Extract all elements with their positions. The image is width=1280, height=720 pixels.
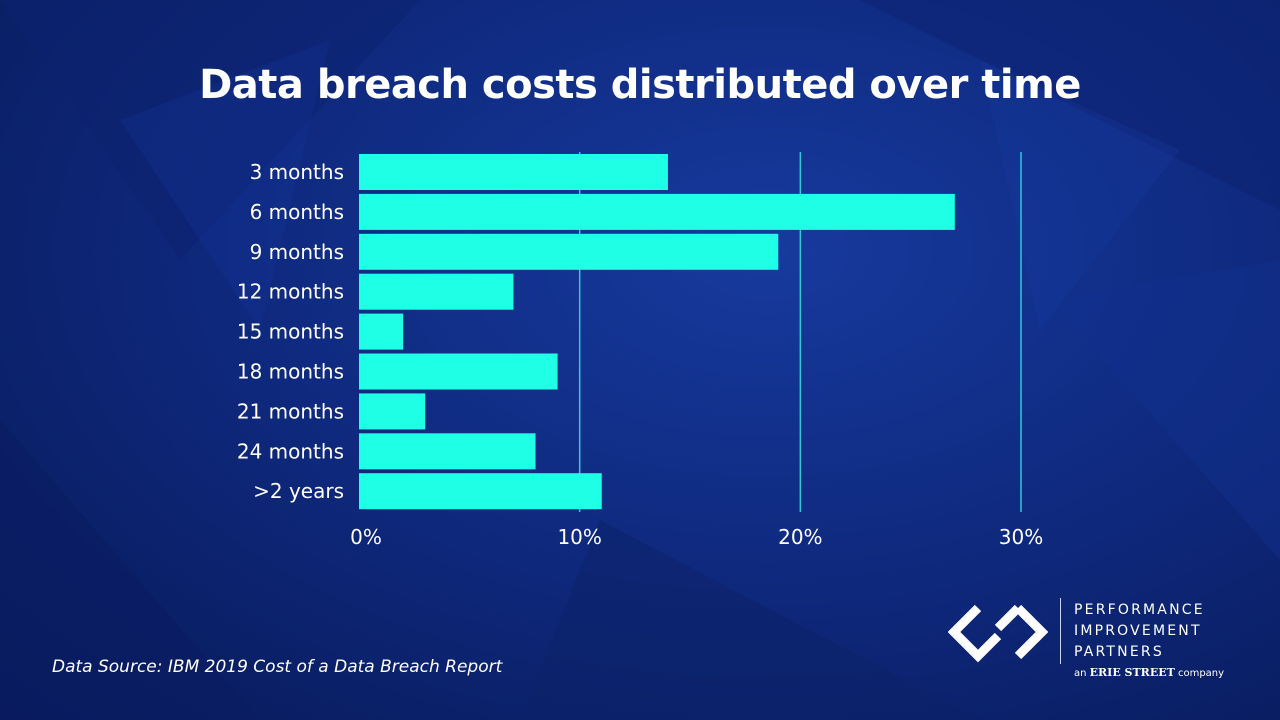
bar: [359, 233, 779, 270]
category-label: 9 months: [250, 240, 344, 264]
x-tick-labels: 0% 10% 20% 30%: [350, 525, 1043, 549]
x-tick-label: 10%: [557, 525, 601, 549]
category-label: 21 months: [237, 399, 344, 423]
data-source-note: Data Source: IBM 2019 Cost of a Data Bre…: [52, 657, 503, 677]
bar: [359, 313, 404, 350]
category-label: 3 months: [250, 160, 344, 184]
logo-tagline-brand: ERIE STREET: [1089, 666, 1175, 679]
bar: [359, 273, 514, 310]
logo-tagline-suffix: company: [1177, 668, 1225, 679]
x-tick-label: 0%: [350, 525, 382, 549]
logo-line-1: PERFORMANCE: [1074, 602, 1205, 618]
category-label: 6 months: [250, 200, 344, 224]
logo-mark-icon: [948, 604, 1048, 663]
category-label: >2 years: [253, 479, 344, 503]
logo-line-3: PARTNERS: [1074, 644, 1164, 660]
category-label: 24 months: [237, 439, 344, 463]
logo-line-2: IMPROVEMENT: [1074, 623, 1202, 639]
logo-tagline-prefix: an: [1074, 668, 1087, 679]
x-tick-label: 20%: [778, 525, 822, 549]
chart-title: Data breach costs distributed over time: [199, 62, 1081, 108]
category-label: 15 months: [237, 320, 344, 344]
bar: [359, 154, 668, 190]
bar: [359, 433, 536, 470]
bar: [359, 193, 955, 230]
category-labels: 3 months 6 months 9 months 12 months 15 mont…: [237, 160, 344, 503]
bar: [359, 473, 602, 510]
x-tick-label: 30%: [999, 525, 1043, 549]
logo-wordmark: PERFORMANCE IMPROVEMENT PARTNERS: [1074, 600, 1205, 663]
category-label: 12 months: [237, 280, 344, 304]
bar: [359, 393, 426, 430]
logo-divider: [1060, 598, 1061, 664]
category-label: 18 months: [237, 360, 344, 384]
logo-tagline: an ERIE STREET company: [1074, 666, 1224, 679]
bars: [359, 154, 955, 510]
company-logo: PERFORMANCE IMPROVEMENT PARTNERS an ERIE…: [948, 598, 1228, 680]
bar: [359, 353, 558, 390]
